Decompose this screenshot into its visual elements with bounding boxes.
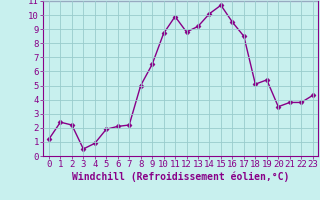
- X-axis label: Windchill (Refroidissement éolien,°C): Windchill (Refroidissement éolien,°C): [72, 172, 290, 182]
